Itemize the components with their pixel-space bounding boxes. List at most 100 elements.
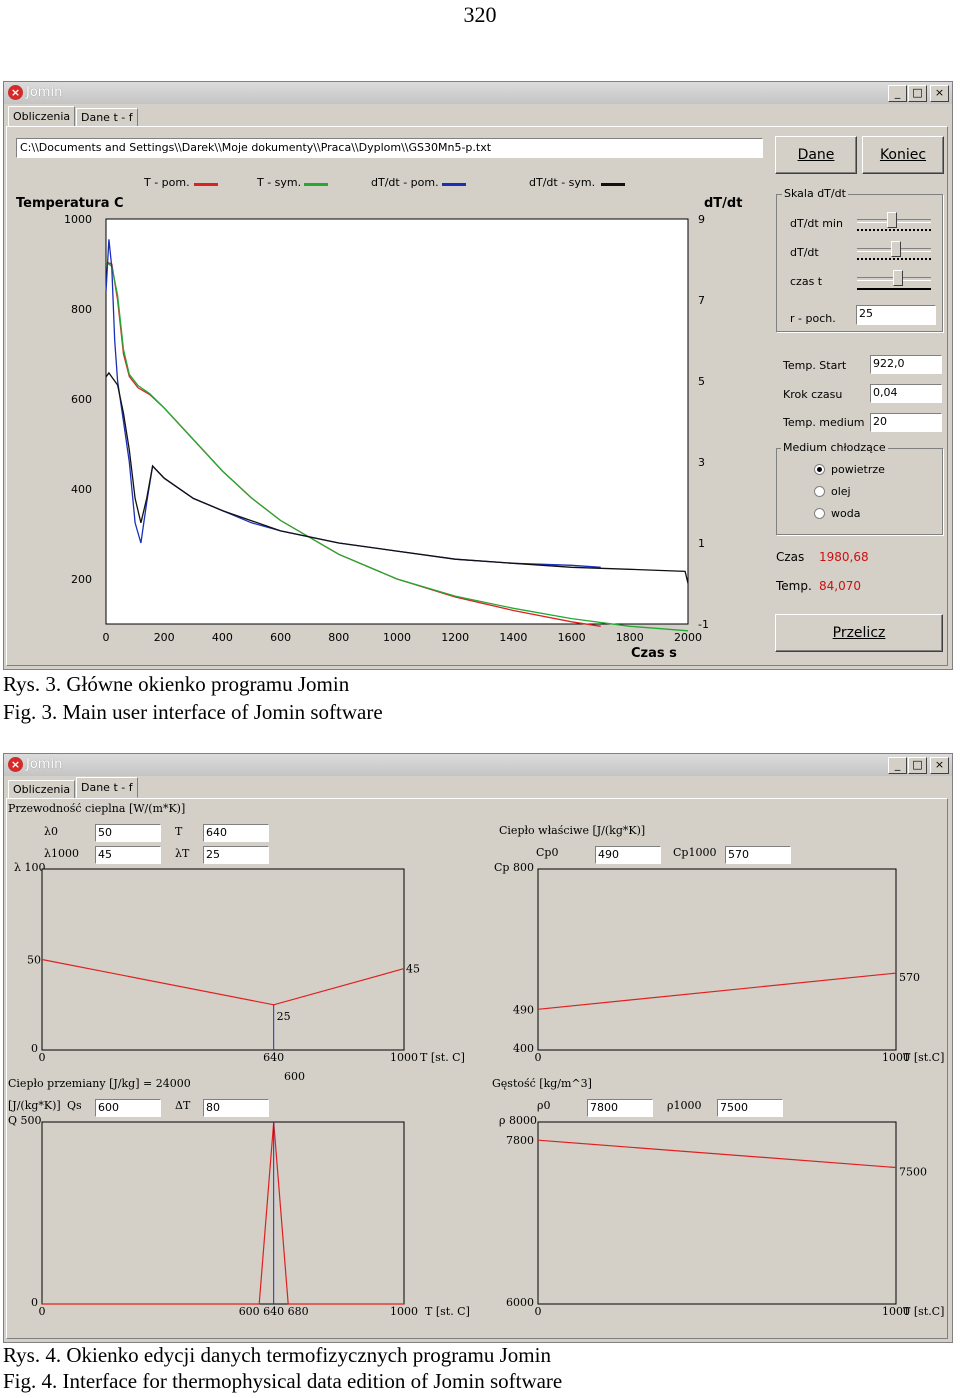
legend-dtdt-sym-label: dT/dt - sym.: [529, 176, 596, 189]
skala-group: [776, 194, 943, 332]
x-tick-label: 600: [270, 631, 291, 644]
rho1000-input[interactable]: 7500: [717, 1099, 783, 1117]
close-button[interactable]: ×: [930, 85, 949, 102]
slider-label-dtdt-min: dT/dt min: [790, 217, 843, 230]
dane-button[interactable]: Dane: [775, 136, 857, 174]
y-tick-min: 0: [31, 1296, 38, 1309]
x-tick-start: 0: [535, 1305, 542, 1318]
property-charts: T [st. C] 0 1000 0 T [st.C] 0 1000 400 T [st. C]…: [27, 868, 944, 1318]
y2-tick-label: 1: [698, 537, 705, 550]
lambda-x-tick-640: 640: [263, 1051, 284, 1064]
x-tick-label: 1200: [441, 631, 469, 644]
minimize-button-2[interactable]: _: [888, 757, 907, 774]
maximize-button-2[interactable]: □: [908, 757, 927, 774]
x-axis-unit-4: T [st.C]: [903, 1305, 944, 1318]
rho0-label: ρ0: [537, 1099, 551, 1112]
qs-label: Qs: [67, 1099, 82, 1112]
lambda-ylabel: λ 100: [14, 861, 46, 874]
x-axis-unit-1: T [st. C]: [420, 1051, 465, 1064]
y-tick-label: 200: [71, 573, 92, 586]
koniec-button[interactable]: Koniec: [862, 136, 944, 174]
minimize-button[interactable]: _: [888, 85, 907, 102]
property-line-2: [537, 972, 897, 1010]
file-path-field[interactable]: C:\\Documents and Settings\\Darek\\Moje …: [16, 138, 763, 158]
lambda-lT-input[interactable]: 25: [203, 846, 269, 864]
y-tick-label: 600: [71, 393, 92, 406]
fig4-caption-en: Fig. 4. Interface for thermophysical dat…: [3, 1369, 563, 1393]
temp-start-input[interactable]: 922,0: [870, 355, 942, 374]
lambda1000-label: λ1000: [44, 847, 79, 860]
window-title: Jomin: [26, 85, 63, 100]
lambda-title: Przewodność cieplna [W/(m*K)]: [8, 802, 186, 815]
tab-obliczenia[interactable]: Obliczenia: [8, 106, 76, 127]
fig3-caption-pl: Rys. 3. Główne okienko programu Jomin: [3, 672, 350, 696]
y-axis-title: Temperatura C: [16, 196, 124, 211]
qs-input[interactable]: 600: [95, 1099, 161, 1117]
rho-ylabel: ρ 8000: [499, 1114, 537, 1127]
x-tick-start: 0: [535, 1051, 542, 1064]
x-tick-start: 0: [39, 1051, 46, 1064]
close-button-2[interactable]: ×: [930, 757, 949, 774]
q-unit: [J/(kg*K)]: [8, 1099, 61, 1112]
x-axis-title: Czas s: [631, 646, 677, 661]
krok-czasu-input[interactable]: 0,04: [870, 384, 942, 403]
q-title: Ciepło przemiany [J/kg] = 24000: [8, 1077, 191, 1090]
jomin-data-window: × Jomin _ □ × Obliczenia Dane t - f Prze…: [3, 753, 953, 1343]
dtdt-min-slider[interactable]: [857, 212, 931, 231]
dT-input[interactable]: 80: [203, 1099, 269, 1117]
tab-panel: [6, 126, 948, 666]
q-x-tick-mid: 600 640 680: [239, 1305, 309, 1318]
page-number: 320: [463, 2, 497, 27]
radio-powietrze[interactable]: [814, 464, 825, 475]
tab-panel-2: [6, 798, 948, 1339]
lambda0-input[interactable]: 50: [95, 824, 161, 842]
x-tick-end: 1000: [390, 1051, 418, 1064]
cp0-label: Cp0: [536, 846, 559, 859]
temp-start-label: Temp. Start: [783, 359, 847, 372]
dtdt-slider[interactable]: [857, 241, 931, 260]
y2-tick-label: 3: [698, 456, 705, 469]
slider-label-czas: czas t: [790, 275, 823, 288]
tab-dane-t-f[interactable]: Dane t - f: [76, 108, 138, 127]
r-poch-input[interactable]: 25: [856, 305, 936, 325]
rho0-input[interactable]: 7800: [587, 1099, 653, 1117]
x-axis-unit-3: T [st. C]: [425, 1305, 470, 1318]
cp1000-input[interactable]: 570: [725, 846, 791, 864]
tab-dane-t-f-2[interactable]: Dane t - f: [76, 777, 138, 798]
dT-label: ΔT: [175, 1099, 191, 1112]
temp-value: 84,070: [819, 579, 861, 593]
maximize-button[interactable]: □: [908, 85, 927, 102]
r-poch-label: r - poch.: [790, 312, 836, 325]
temp-label: Temp.: [776, 579, 812, 593]
rho-data-label-7800: 7800: [506, 1134, 534, 1147]
cp-ylabel: Cp 800: [494, 861, 534, 874]
temp-medium-input[interactable]: 20: [870, 413, 942, 432]
lambda0-label: λ0: [44, 825, 58, 838]
radio-powietrze-label: powietrze: [831, 463, 885, 476]
app-close-icon: ×: [8, 85, 23, 100]
x-tick-label: 1800: [616, 631, 644, 644]
lambda-data-label-25: 25: [277, 1010, 291, 1023]
x-tick-label: 1600: [558, 631, 586, 644]
x-tick-label: 1000: [383, 631, 411, 644]
lambda1000-input[interactable]: 45: [95, 846, 161, 864]
tab-obliczenia-2[interactable]: Obliczenia: [8, 780, 76, 799]
czas-slider[interactable]: [857, 270, 931, 290]
title-bar-2: × Jomin _ □ ×: [4, 754, 952, 776]
y2-tick-label: 9: [698, 213, 705, 226]
x-tick-label: 2000: [674, 631, 702, 644]
radio-olej[interactable]: [814, 486, 825, 497]
cp-data-label-570: 570: [899, 971, 920, 984]
y-tick-min: 400: [513, 1042, 534, 1055]
legend-dtdt-pom-label: dT/dt - pom.: [371, 176, 439, 189]
cp0-input[interactable]: 490: [595, 846, 661, 864]
title-bar: × Jomin _ □ ×: [4, 82, 952, 104]
skala-group-label: Skala dT/dt: [782, 187, 848, 200]
przelicz-button[interactable]: Przelicz: [775, 614, 943, 652]
plot-area-3: [41, 1121, 405, 1305]
lambda-T-input[interactable]: 640: [203, 824, 269, 842]
radio-woda[interactable]: [814, 508, 825, 519]
legend-t-sym-swatch: [304, 183, 328, 186]
plot-area-1: [41, 868, 405, 1051]
app-close-icon-2: ×: [8, 757, 23, 772]
